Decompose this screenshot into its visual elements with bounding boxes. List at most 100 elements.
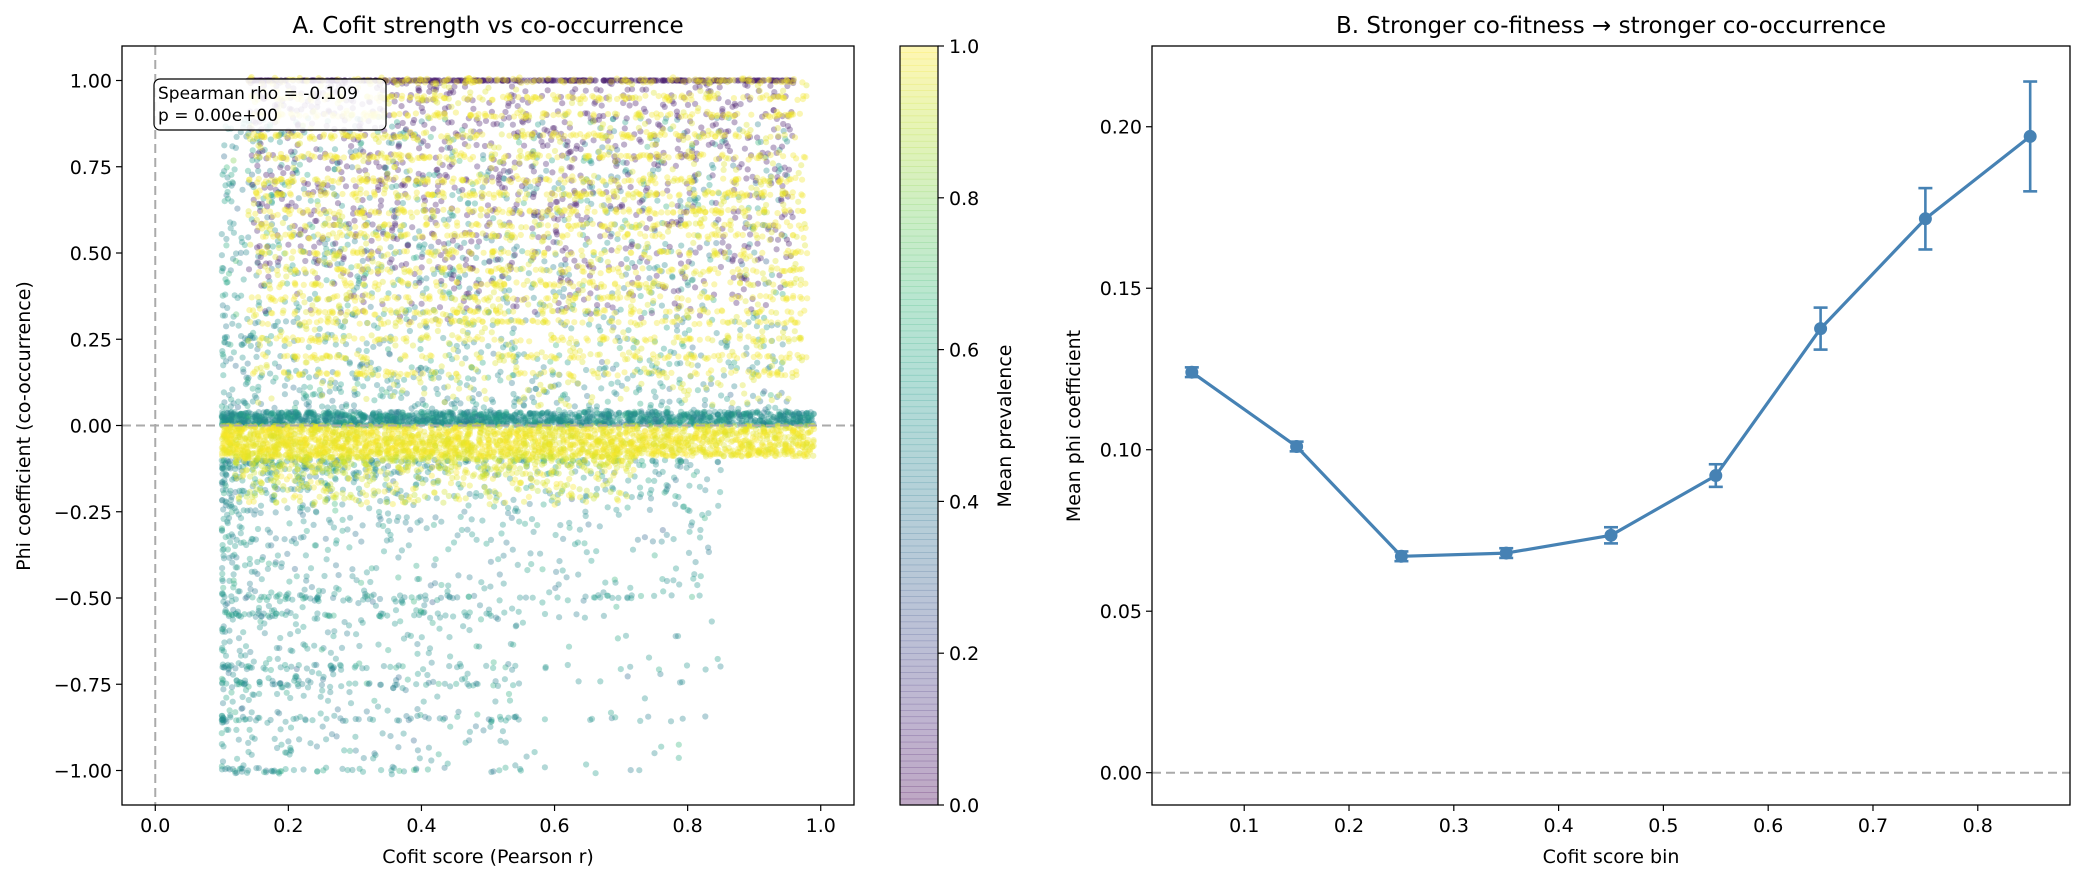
scatter-point xyxy=(637,717,644,725)
scatter-point xyxy=(784,138,791,145)
scatter-point xyxy=(587,716,594,724)
scatter-point xyxy=(218,763,225,770)
scatter-point xyxy=(438,146,445,153)
scatter-point xyxy=(274,744,281,752)
scatter-point xyxy=(704,108,711,115)
scatter-point xyxy=(353,577,360,584)
scatter-point xyxy=(369,221,376,228)
scatter-point xyxy=(684,282,692,289)
scatter-point xyxy=(467,112,474,119)
scatter-point xyxy=(476,78,483,85)
scatter-point xyxy=(229,386,236,393)
scatter-point xyxy=(219,479,226,486)
scatter-point xyxy=(372,466,379,473)
scatter-point xyxy=(404,676,411,683)
scatter-point xyxy=(404,631,411,638)
scatter-point xyxy=(284,505,291,512)
scatter-point xyxy=(220,362,227,369)
scatter-point xyxy=(308,152,315,159)
scatter-point xyxy=(780,94,787,101)
scatter-point xyxy=(513,713,520,720)
scatter-point xyxy=(243,594,250,601)
scatter-point xyxy=(720,372,728,379)
scatter-point xyxy=(240,368,247,375)
scatter-point xyxy=(447,723,454,730)
scatter-point xyxy=(255,610,262,617)
scatter-point xyxy=(351,474,358,481)
scatter-point xyxy=(273,593,280,600)
scatter-point xyxy=(328,731,336,738)
scatter-point xyxy=(286,520,293,527)
scatter-point xyxy=(393,681,400,688)
scatter-point xyxy=(330,664,337,671)
scatter-point xyxy=(239,463,247,470)
scatter-point xyxy=(327,519,334,526)
scatter-point xyxy=(461,508,468,515)
scatter-point xyxy=(232,489,239,496)
scatter-point xyxy=(530,168,538,175)
scatter-point xyxy=(223,471,230,478)
scatter-point xyxy=(629,546,637,553)
scatter-point xyxy=(276,459,283,466)
scatter-point xyxy=(426,645,434,652)
scatter-point xyxy=(222,486,229,493)
scatter-point xyxy=(717,663,724,670)
scatter-point xyxy=(219,577,226,585)
scatter-point xyxy=(402,464,409,471)
scatter-point xyxy=(581,540,588,547)
scatter-point xyxy=(257,485,264,492)
scatter-point xyxy=(346,747,354,755)
scatter-point xyxy=(292,166,299,173)
scatter-point xyxy=(297,534,304,541)
scatter-point xyxy=(481,468,488,475)
scatter-point xyxy=(476,643,483,650)
scatter-point xyxy=(518,79,525,86)
scatter-point xyxy=(478,579,485,586)
scatter-point xyxy=(453,680,460,688)
scatter-point xyxy=(466,285,473,292)
scatter-point xyxy=(581,457,588,464)
scatter-point xyxy=(407,526,414,534)
scatter-point xyxy=(415,475,422,482)
scatter-point xyxy=(414,576,421,583)
scatter-point xyxy=(282,661,289,669)
scatter-point xyxy=(231,166,238,173)
scatter-point xyxy=(726,147,734,155)
scatter-point xyxy=(393,183,400,190)
scatter-point xyxy=(561,179,568,186)
scatter-point xyxy=(554,198,561,205)
scatter-point xyxy=(273,644,280,652)
scatter-point xyxy=(314,594,321,601)
scatter-point xyxy=(672,493,679,500)
scatter-point xyxy=(258,576,265,583)
scatter-point xyxy=(627,663,634,670)
scatter-point xyxy=(403,134,410,141)
scatter-point xyxy=(454,594,461,601)
scatter-point xyxy=(240,276,247,283)
scatter-point xyxy=(230,313,237,320)
scatter-point xyxy=(615,457,622,464)
scatter-point xyxy=(370,462,378,469)
scatter-point xyxy=(219,470,226,477)
scatter-point xyxy=(645,654,653,661)
scatter-point xyxy=(266,462,273,470)
scatter-point xyxy=(407,632,414,640)
scatter-point xyxy=(702,666,709,673)
scatter-point xyxy=(371,397,378,404)
scatter-point xyxy=(350,177,357,184)
scatter-point xyxy=(256,243,263,250)
scatter-point xyxy=(568,325,575,332)
scatter-point xyxy=(600,589,607,596)
scatter-point xyxy=(697,151,705,158)
scatter-point xyxy=(417,607,424,615)
scatter-point xyxy=(290,384,297,391)
scatter-point xyxy=(431,456,438,464)
scatter-point xyxy=(301,460,308,467)
scatter-point xyxy=(648,111,656,118)
scatter-point xyxy=(677,203,684,210)
scatter-point xyxy=(463,457,470,464)
scatter-point xyxy=(600,77,608,84)
scatter-point xyxy=(730,95,738,102)
scatter-point xyxy=(306,457,313,464)
scatter-point xyxy=(241,611,248,618)
